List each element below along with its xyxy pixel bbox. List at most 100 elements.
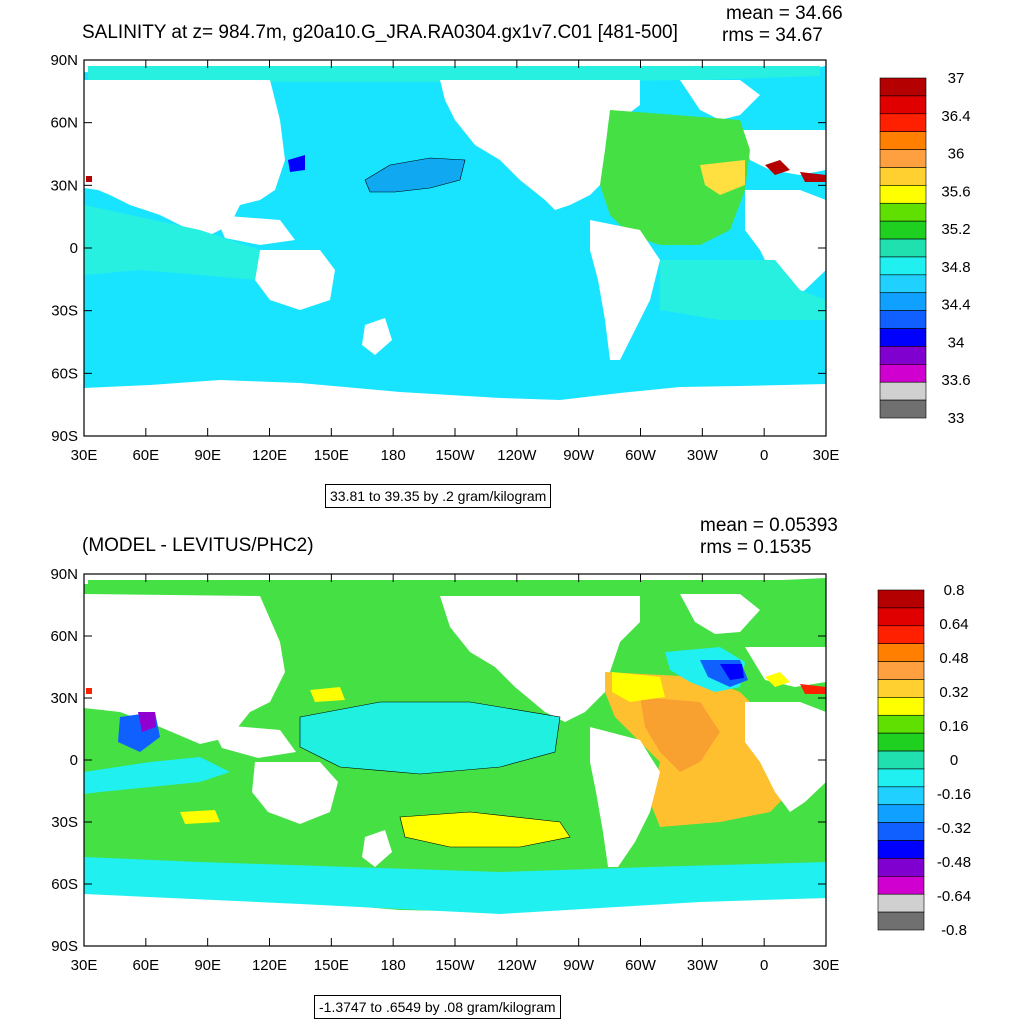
europe-land [740, 130, 826, 175]
south-america-land [590, 220, 660, 360]
colorbar-label: 0.32 [939, 684, 968, 701]
salinity-map: 30E 60E 90E 120E 150E 180 150W 120W 90W 60W 30W 0 30… [50, 52, 971, 464]
colorbar-swatch [879, 202, 927, 222]
colorbar-swatch [879, 185, 927, 204]
y-tick-label: 60S [51, 876, 78, 893]
persian-gulf-high [800, 172, 826, 182]
north-america-land [440, 596, 640, 722]
x-tick-label: 180 [381, 957, 406, 974]
colorbar-swatch [877, 643, 925, 662]
arabian-sea-min [138, 712, 156, 732]
greenland-land [680, 594, 760, 634]
chart-title: SALINITY at z= 984.7m, g20a10.G_JRA.RA03… [82, 22, 678, 43]
y-tick-label: 30S [51, 303, 78, 320]
red-sea-patch [765, 672, 790, 687]
x-tick-label: 30E [71, 957, 98, 974]
colorbar-swatch [879, 149, 927, 168]
chart-title: (MODEL - LEVITUS/PHC2) [82, 535, 314, 556]
x-tick-label: 150W [435, 447, 475, 464]
x-tick-label: 120W [497, 957, 537, 974]
new-zealand-land [362, 318, 392, 355]
colorbar-swatch [879, 274, 927, 294]
x-tick-group: 30E 60E 90E 120E 150E 180 150W 120W 90W 60W 30W 0 30… [71, 574, 839, 974]
indian-ocean-low [84, 757, 230, 794]
australia-land [255, 250, 335, 310]
colorbar-swatch [877, 840, 925, 859]
difference-panel: (MODEL - LEVITUS/PHC2) mean = 0.05393 rm… [0, 512, 1024, 1024]
colorbar-swatch [879, 220, 927, 240]
x-tick-label: 60W [625, 957, 657, 974]
greenland-land [680, 80, 760, 120]
colorbar-swatch [879, 256, 927, 276]
arctic-ocean [88, 66, 820, 82]
y-tick-label: 90N [50, 566, 78, 583]
south-atlantic-region [660, 260, 826, 320]
x-tick-label: 90W [563, 957, 595, 974]
red-patch-left [86, 176, 92, 182]
x-tick-label: 0 [760, 957, 768, 974]
colorbar-swatch [877, 714, 925, 734]
indian-ocean-high [180, 810, 220, 824]
maritime-continent-land [215, 215, 295, 245]
colorbar-swatch [877, 893, 925, 913]
persian-gulf-high [800, 684, 826, 694]
x-tick-label: 60E [132, 957, 159, 974]
colorbar-swatch [879, 381, 927, 401]
colorbar-label: -0.64 [937, 888, 971, 905]
mediterranean-outflow [700, 160, 745, 195]
japan-sea-low [288, 155, 305, 172]
y-tick-label: 60N [50, 628, 78, 645]
y-tick-label: 30S [51, 814, 78, 831]
australia-land [252, 762, 338, 824]
gulf-stream-min [720, 664, 744, 680]
colorbar-label: 0 [950, 752, 958, 769]
colorbar-swatch [879, 399, 927, 419]
south-america-land [590, 727, 660, 867]
colorbar-swatch [879, 292, 927, 311]
colorbar: 37 36.4 36 35.6 35.2 34.8 34.4 34 33.6 33 [879, 70, 971, 427]
y-tick-label: 60N [50, 115, 78, 132]
colorbar-swatch [879, 364, 927, 383]
rms-stat: rms = 0.1535 [700, 537, 812, 558]
colorbar-label: 37 [948, 70, 965, 87]
colorbar-swatch [877, 661, 925, 680]
range-label: -1.3747 to .6549 by .08 gram/kilogram [314, 995, 561, 1019]
x-tick-label: 60E [132, 447, 159, 464]
y-tick-label: 90N [50, 52, 78, 69]
x-tick-label: 120E [252, 447, 287, 464]
antarctica [84, 380, 826, 436]
colorbar-label: -0.8 [941, 922, 967, 939]
y-tick-label: 30N [50, 690, 78, 707]
colorbar-swatch [877, 822, 925, 841]
north-pacific-low [364, 157, 466, 193]
difference-map: 30E 60E 90E 120E 150E 180 150W 120W 90W 60W 30W 0 30… [50, 566, 971, 974]
x-tick-label: 150W [435, 957, 475, 974]
colorbar-label: 34.8 [941, 259, 970, 276]
colorbar-swatch [877, 858, 925, 877]
colorbar-swatch [877, 607, 925, 627]
colorbar-swatch [879, 167, 927, 186]
y-tick-label: 90S [51, 938, 78, 955]
colorbar-swatch [879, 310, 927, 329]
colorbar-swatch [877, 768, 925, 788]
colorbar-swatch [877, 750, 925, 770]
colorbar-label: -0.16 [937, 786, 971, 803]
y-tick-label: 0 [70, 240, 78, 257]
map-fill [84, 60, 826, 436]
x-tick-label: 30W [687, 447, 719, 464]
x-tick-label: 30W [687, 957, 719, 974]
colorbar-label: 35.2 [941, 221, 970, 238]
salinity-panel: SALINITY at z= 984.7m, g20a10.G_JRA.RA03… [50, 4, 971, 508]
colorbar-label: 0.64 [939, 616, 968, 633]
colorbar: 0.8 0.64 0.48 0.32 0.16 0 -0.16 -0.32 -0.48 -0.64… [877, 582, 971, 939]
x-tick-label: 0 [760, 447, 768, 464]
colorbar-label: 33 [948, 410, 965, 427]
x-tick-label: 120E [252, 957, 287, 974]
colorbar-swatch [877, 697, 925, 716]
y-tick-label: 0 [70, 752, 78, 769]
north-america-land [440, 80, 640, 210]
indian-ocean-region [84, 205, 260, 280]
colorbar-swatch [879, 238, 927, 258]
x-tick-label: 60W [625, 447, 657, 464]
x-tick-group: 30E 60E 90E 120E 150E 180 150W 120W 90W 60W 30W 0 30… [71, 60, 839, 464]
